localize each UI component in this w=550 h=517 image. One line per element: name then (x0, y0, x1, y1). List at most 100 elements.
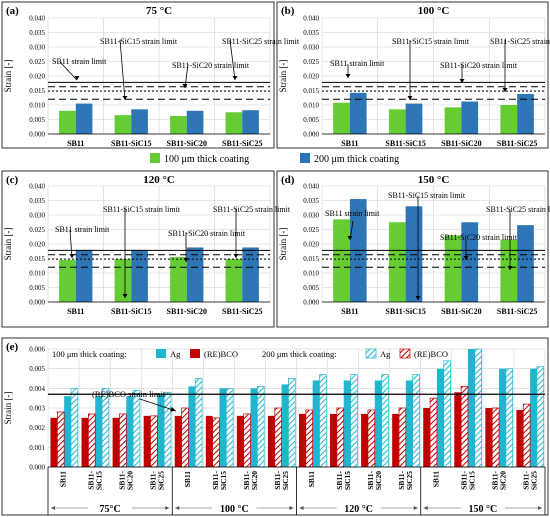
bar-a-1-1 (131, 109, 148, 134)
panel-frame (276, 1, 549, 149)
y-tick-label: 0.015 (303, 87, 319, 95)
limit-arrow (229, 39, 236, 81)
limit-label: SB11-SiC20 strain limit (440, 61, 518, 70)
coating-label: SB11-SiC15 (459, 471, 476, 491)
y-tick-label: 0.005 (303, 284, 319, 292)
limit-label: SB11-SiC15 strain limit (103, 205, 181, 214)
group-label: 120 °C (344, 504, 373, 515)
limit-label: SB11-SiC20 strain limit (440, 233, 518, 242)
bar-a-0-1 (75, 103, 93, 134)
y-tick-label: 0.004 (29, 385, 45, 393)
limit-label: SB11-SiC15 strain limit (388, 191, 466, 200)
y-tick-label: 0.000 (303, 299, 319, 307)
coating-label-line: SiC25 (157, 471, 166, 490)
y-tick-label: 0.020 (29, 73, 45, 81)
panel-title: 150 °C (418, 174, 450, 186)
legend-label-rebco: (RE)BCO (414, 349, 448, 359)
y-axis-label: Strain [-] (278, 60, 288, 93)
bar-e-15-0 (530, 368, 537, 467)
bar-e-5-1 (225, 387, 234, 468)
y-tick-label: 0.030 (29, 44, 45, 52)
panel-title: 120 °C (143, 174, 175, 186)
category-label: SB11 (341, 307, 358, 316)
bar-e-2-0 (126, 396, 134, 467)
panel-title: 75 °C (146, 5, 172, 17)
bar-a-0-0 (59, 110, 76, 134)
y-tick-label: 0.003 (29, 405, 45, 413)
bar-e-2-1 (132, 389, 141, 468)
y-axis-label: Strain [-] (3, 228, 13, 261)
coating-label-line: SiC25 (529, 471, 538, 490)
limit-label: SB11 strain limit (325, 209, 380, 218)
group-label: 75°C (100, 504, 121, 515)
bar-d-2-0 (444, 235, 462, 302)
coating-label: SB11-SiC25 (149, 471, 166, 491)
bar-a-1-0 (114, 115, 132, 134)
bar-e-3-0 (157, 394, 165, 467)
y-axis-label: Strain [-] (278, 228, 288, 261)
category-label: SB11-SiC25 (222, 139, 262, 148)
panel-label: (e) (6, 341, 19, 353)
bar-e-10-3 (367, 409, 376, 468)
coating-label-line: SiC25 (405, 471, 414, 490)
bar-e-4-0 (188, 386, 196, 467)
bar-e-1-1 (101, 387, 110, 468)
bar-e-14-3 (491, 407, 500, 468)
y-tick-label: 0.020 (29, 241, 45, 249)
bar-e-12-2 (423, 408, 431, 467)
bar-e-9-3 (336, 407, 345, 468)
y-tick-label: 0.025 (29, 226, 45, 234)
bar-c-0-1 (75, 249, 93, 302)
arrow-head (299, 506, 304, 510)
coating-label-line: SiC20 (126, 471, 135, 490)
bar-e-0-2 (50, 417, 58, 467)
panel-frame (276, 170, 549, 328)
bar-e-1-3 (88, 413, 96, 468)
y-tick-label: 0.025 (29, 58, 45, 66)
legend-label-rebco: (RE)BCO (204, 349, 238, 359)
group-label: 100 °C (220, 504, 249, 515)
coating-label: SB11-SiC25 (397, 471, 414, 491)
bar-e-2-3 (119, 413, 127, 468)
bar-e-6-1 (257, 386, 265, 468)
bar-a-3-1 (242, 110, 259, 134)
legend-swatch-200 (300, 153, 310, 163)
category-label: SB11-SiC15 (385, 139, 425, 148)
bar-b-0-1 (349, 92, 367, 134)
coating-label-line: SB11- (335, 471, 344, 490)
bar-e-13-0 (467, 349, 475, 467)
y-tick-label: 0.010 (29, 270, 45, 278)
coating-label-line: SB11 (183, 471, 192, 488)
category-label: SB11 (67, 139, 84, 148)
bar-d-1-1 (405, 206, 423, 302)
bar-c-3-1 (242, 247, 259, 302)
coating-label-line: SB11- (118, 471, 127, 490)
bar-e-9-1 (350, 374, 358, 468)
legend-label-200: 200 μm thick coating (314, 154, 399, 165)
coating-label: SB11-SiC20 (118, 471, 135, 491)
bar-e-8-2 (298, 413, 306, 467)
coating-label-line: SiC20 (498, 471, 507, 490)
y-axis-label: Strain [-] (3, 392, 13, 425)
bar-e-12-0 (436, 368, 444, 467)
category-label: SB11-SiC20 (167, 307, 207, 316)
bar-b-0-0 (333, 102, 350, 134)
y-tick-label: 0.015 (29, 87, 45, 95)
arrow-head (502, 88, 508, 92)
limit-arrow (59, 61, 78, 81)
arrow-head (289, 506, 294, 510)
bar-e-0-0 (64, 396, 71, 467)
coating-label-line: SiC25 (281, 471, 290, 490)
bar-e-0-1 (70, 387, 79, 468)
bar-e-11-1 (412, 374, 420, 468)
category-label: SB11-SiC25 (222, 307, 262, 316)
bar-e-7-2 (267, 415, 275, 467)
arrow-head (415, 296, 421, 300)
panel-b: (b) 100 °C 0.000 0.005 0.010 0.015 0.020 0.025 0… (276, 1, 550, 149)
y-tick-label: 0.005 (29, 284, 45, 292)
bar-e-6-0 (250, 388, 258, 467)
coating-label: SB11-SiC15 (335, 471, 352, 491)
bar-e-13-3 (460, 386, 469, 468)
coating-label-line: SB11- (273, 471, 282, 490)
panel-c: (c) 120 °C 0.000 0.005 0.010 0.015 0.020 0.025 0… (1, 170, 291, 328)
